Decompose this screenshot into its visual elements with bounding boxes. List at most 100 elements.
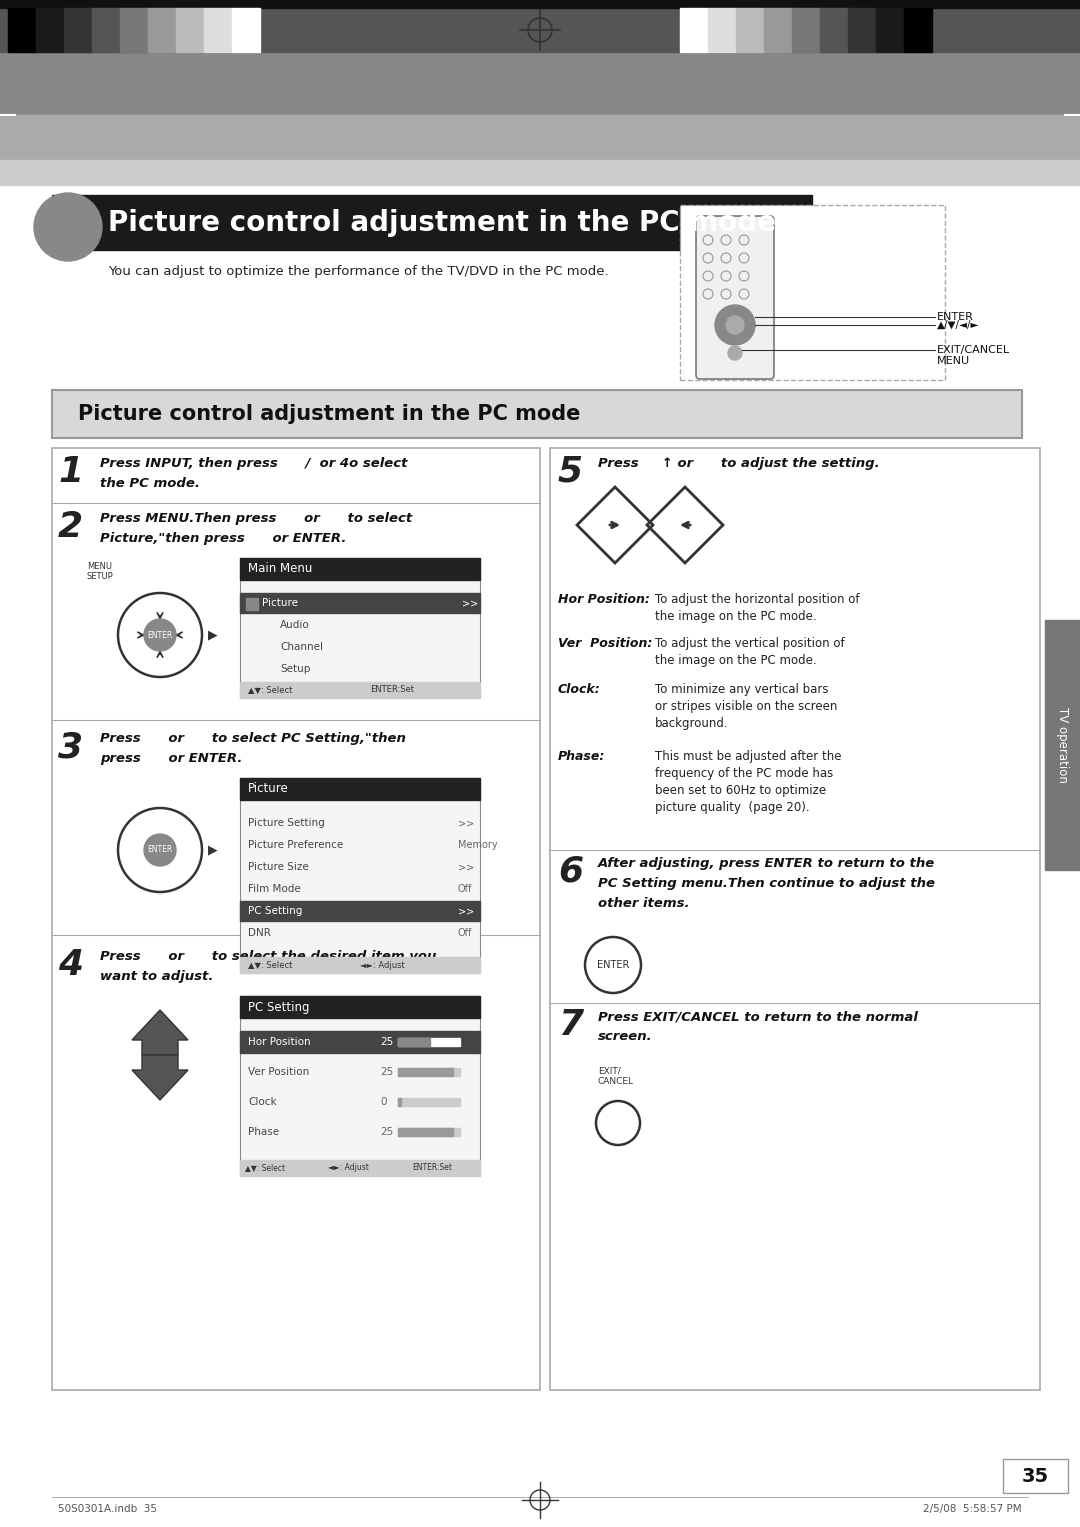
FancyBboxPatch shape xyxy=(240,777,480,973)
Text: 7: 7 xyxy=(558,1008,583,1041)
Polygon shape xyxy=(132,1055,188,1099)
Text: MENU
SETUP: MENU SETUP xyxy=(86,562,113,582)
Bar xyxy=(876,8,904,52)
Text: ▲▼: Select: ▲▼: Select xyxy=(248,960,293,970)
Text: ENTER: ENTER xyxy=(937,312,974,322)
Text: To adjust the horizontal position of
the image on the PC mode.: To adjust the horizontal position of the… xyxy=(654,592,860,623)
Bar xyxy=(148,8,176,52)
Text: Clock:: Clock: xyxy=(558,683,600,696)
Text: This must be adjusted after the
frequency of the PC mode has
been set to 60Hz to: This must be adjusted after the frequenc… xyxy=(654,750,841,814)
Text: 5: 5 xyxy=(558,455,583,489)
FancyBboxPatch shape xyxy=(1003,1458,1068,1493)
Bar xyxy=(240,901,480,921)
Bar xyxy=(240,683,480,698)
Bar xyxy=(246,599,258,609)
Bar xyxy=(1045,620,1080,870)
Bar xyxy=(820,8,848,52)
Text: ENTER:Set: ENTER:Set xyxy=(411,1164,453,1173)
Text: Picture,"then press      or ENTER.: Picture,"then press or ENTER. xyxy=(100,531,347,545)
Text: Memory: Memory xyxy=(458,840,498,851)
Bar xyxy=(0,1390,1080,1527)
Circle shape xyxy=(144,834,176,866)
Text: 35: 35 xyxy=(1022,1466,1049,1486)
FancyBboxPatch shape xyxy=(240,996,480,1176)
Text: After adjusting, press ENTER to return to the: After adjusting, press ENTER to return t… xyxy=(598,857,935,870)
Text: Off: Off xyxy=(458,928,472,938)
Text: Picture: Picture xyxy=(248,782,288,796)
Bar xyxy=(708,8,735,52)
Bar xyxy=(0,160,1080,185)
Text: other items.: other items. xyxy=(598,896,689,910)
Text: 25: 25 xyxy=(380,1127,393,1138)
Text: Picture control adjustment in the PC mode: Picture control adjustment in the PC mod… xyxy=(78,405,580,425)
Text: ▲▼: Select: ▲▼: Select xyxy=(248,686,293,695)
Text: Press     ↑ or      to adjust the setting.: Press ↑ or to adjust the setting. xyxy=(598,457,879,470)
Text: ENTER: ENTER xyxy=(597,960,630,970)
Text: Hor Position: Hor Position xyxy=(248,1037,311,1048)
Bar xyxy=(399,1067,453,1077)
Ellipse shape xyxy=(33,192,102,261)
Text: >>: >> xyxy=(458,863,474,872)
Bar xyxy=(240,777,480,800)
Bar xyxy=(64,8,92,52)
Text: You can adjust to optimize the performance of the TV/DVD in the PC mode.: You can adjust to optimize the performan… xyxy=(108,266,609,278)
Bar xyxy=(0,0,1080,8)
Bar xyxy=(399,1038,430,1046)
Text: Picture Preference: Picture Preference xyxy=(248,840,343,851)
Text: EXIT/CANCEL: EXIT/CANCEL xyxy=(937,345,1010,354)
Text: Ver  Position:: Ver Position: xyxy=(558,637,652,651)
Text: Audio: Audio xyxy=(280,620,310,631)
Text: >>: >> xyxy=(458,818,474,828)
Bar xyxy=(8,8,36,52)
Bar xyxy=(0,115,1080,160)
Bar xyxy=(764,8,792,52)
Text: Ver Position: Ver Position xyxy=(248,1067,309,1077)
Text: want to adjust.: want to adjust. xyxy=(100,970,214,983)
Text: 0: 0 xyxy=(380,1096,387,1107)
Text: Press MENU.Then press      or      to select: Press MENU.Then press or to select xyxy=(100,512,413,525)
Bar xyxy=(399,1128,453,1136)
Text: Setup: Setup xyxy=(280,664,310,673)
Text: ▲/▼/◄/►: ▲/▼/◄/► xyxy=(937,321,980,330)
Text: 25: 25 xyxy=(380,1037,393,1048)
Bar xyxy=(735,8,764,52)
Text: Phase: Phase xyxy=(248,1127,279,1138)
Text: Press      or      to select the desired item you: Press or to select the desired item you xyxy=(100,950,436,964)
Circle shape xyxy=(144,618,176,651)
Text: ◄►: Adjust: ◄►: Adjust xyxy=(328,1164,369,1173)
Text: EXIT/
CANCEL: EXIT/ CANCEL xyxy=(598,1066,634,1086)
Text: 6: 6 xyxy=(558,855,583,889)
Bar xyxy=(399,1128,460,1136)
Text: Film Mode: Film Mode xyxy=(248,884,300,893)
Bar xyxy=(92,8,120,52)
Bar xyxy=(240,1161,480,1176)
Bar xyxy=(232,8,260,52)
Bar xyxy=(399,1038,460,1046)
Text: PC Setting: PC Setting xyxy=(248,906,302,916)
Bar xyxy=(120,8,148,52)
Bar xyxy=(240,557,480,580)
Text: TV operation: TV operation xyxy=(1055,707,1068,783)
Bar xyxy=(399,1067,460,1077)
Text: 2: 2 xyxy=(58,510,83,544)
Text: Off: Off xyxy=(458,884,472,893)
Circle shape xyxy=(726,316,744,334)
Text: Picture control adjustment in the PC mode: Picture control adjustment in the PC mod… xyxy=(108,209,777,237)
Bar xyxy=(0,52,1080,115)
Text: press      or ENTER.: press or ENTER. xyxy=(100,751,242,765)
Bar xyxy=(240,1031,480,1054)
FancyBboxPatch shape xyxy=(52,447,540,1390)
Polygon shape xyxy=(132,1009,188,1055)
Bar xyxy=(240,592,480,612)
Text: ▲▼: Select: ▲▼: Select xyxy=(245,1164,285,1173)
Text: ENTER:Set: ENTER:Set xyxy=(370,686,414,695)
Text: 3: 3 xyxy=(58,730,83,764)
Text: Channel: Channel xyxy=(280,641,323,652)
Text: 25: 25 xyxy=(380,1067,393,1077)
FancyBboxPatch shape xyxy=(52,389,1022,438)
Bar xyxy=(399,1098,401,1106)
Text: Picture Size: Picture Size xyxy=(248,863,309,872)
Text: 4: 4 xyxy=(58,948,83,982)
Text: Clock: Clock xyxy=(248,1096,276,1107)
FancyBboxPatch shape xyxy=(696,215,774,379)
